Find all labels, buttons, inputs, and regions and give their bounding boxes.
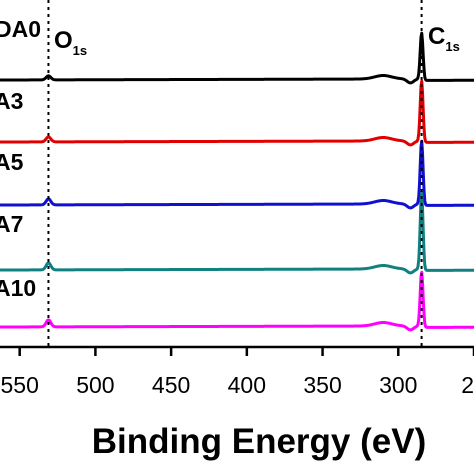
series-label-a10: A10 — [0, 275, 36, 301]
x-tick-layer: 550 500 450 400 350 300 25 — [0, 347, 474, 398]
series-line-da0 — [0, 31, 474, 85]
x-tick-label: 350 — [303, 372, 341, 398]
x-axis-title: Binding Energy (eV) — [92, 422, 426, 461]
series-line-a10 — [0, 270, 474, 332]
series-line-a3 — [0, 79, 474, 147]
series-label-a5: A5 — [0, 149, 24, 175]
series-line-a7 — [0, 191, 474, 275]
x-tick-label: 25 — [461, 372, 474, 398]
peak-label-o1s: O1s — [54, 27, 87, 58]
x-tick-label: 450 — [152, 372, 190, 398]
x-tick-label: 400 — [228, 372, 266, 398]
x-tick-label: 500 — [76, 372, 114, 398]
annotation-layer: O1s C1s — [47, 0, 460, 347]
series-layer — [0, 31, 474, 332]
series-line-a5 — [0, 139, 474, 210]
x-tick-label: 300 — [379, 372, 417, 398]
x-tick-label: 550 — [0, 372, 38, 398]
series-label-a3: A3 — [0, 88, 23, 114]
peak-label-c1s: C1s — [428, 23, 460, 54]
series-label-layer: DA0 A3 A5 A7 A10 — [0, 16, 41, 301]
series-label-da0: DA0 — [0, 16, 41, 42]
series-label-a7: A7 — [0, 211, 23, 237]
